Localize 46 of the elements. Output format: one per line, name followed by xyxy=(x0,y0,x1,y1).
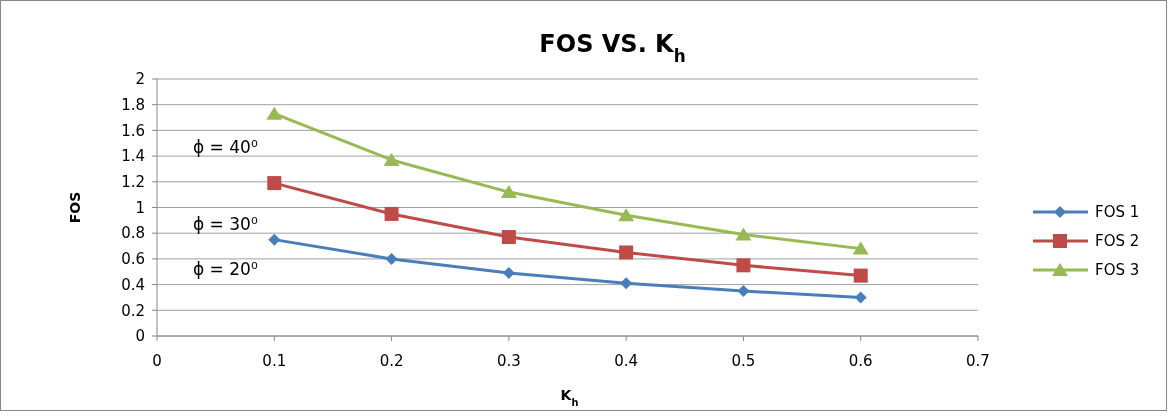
y-tick-label: 1.4 xyxy=(121,147,145,166)
point xyxy=(268,233,281,246)
y-tick-label: 1 xyxy=(135,198,145,217)
x-tick-label: 0.2 xyxy=(379,352,404,370)
point xyxy=(735,227,752,241)
point xyxy=(384,206,399,221)
x-tick-label: 0.3 xyxy=(496,352,521,370)
point xyxy=(502,267,515,280)
y-tick-label: 1.8 xyxy=(121,95,145,114)
annotation: ϕ = 40⁰ xyxy=(193,136,258,157)
y-axis-title: FOS xyxy=(67,191,83,224)
y-tick-label: 1.2 xyxy=(121,173,145,192)
y-tick-label: 0.6 xyxy=(121,250,145,269)
point xyxy=(619,245,634,260)
x-tick-label: 0.6 xyxy=(848,352,873,370)
point xyxy=(737,285,750,298)
legend-label: FOS 1 xyxy=(1095,203,1140,222)
y-tick-label: 0.2 xyxy=(121,301,145,320)
annotation: ϕ = 30⁰ xyxy=(193,213,258,234)
y-tick-label: 0 xyxy=(135,327,145,346)
point xyxy=(266,106,283,120)
point xyxy=(618,208,635,222)
point xyxy=(853,268,868,283)
y-tick-label: 0.4 xyxy=(121,275,145,294)
y-tick-label: 0.8 xyxy=(121,224,145,243)
x-tick-label: 0.7 xyxy=(966,352,990,370)
point xyxy=(385,252,398,265)
x-axis-title: K$_{h}$ xyxy=(560,387,579,408)
chart-title: FOS VS. K$_{h}$ xyxy=(539,30,686,66)
legend-label: FOS 3 xyxy=(1095,261,1140,280)
point xyxy=(383,152,400,166)
point xyxy=(852,241,869,255)
legend-label: FOS 2 xyxy=(1095,232,1140,251)
x-tick-label: 0.4 xyxy=(614,352,639,370)
point xyxy=(267,176,282,191)
y-tick-label: 1.6 xyxy=(121,121,145,140)
annotation: ϕ = 20⁰ xyxy=(193,258,258,279)
y-tick-label: 2 xyxy=(135,70,145,89)
point xyxy=(736,258,751,273)
point xyxy=(500,185,517,199)
x-tick-label: 0.1 xyxy=(262,352,287,370)
point xyxy=(501,230,516,245)
x-tick-label: 0.5 xyxy=(731,352,756,370)
point xyxy=(854,291,867,304)
x-tick-label: 0 xyxy=(152,352,162,370)
point xyxy=(620,277,633,290)
